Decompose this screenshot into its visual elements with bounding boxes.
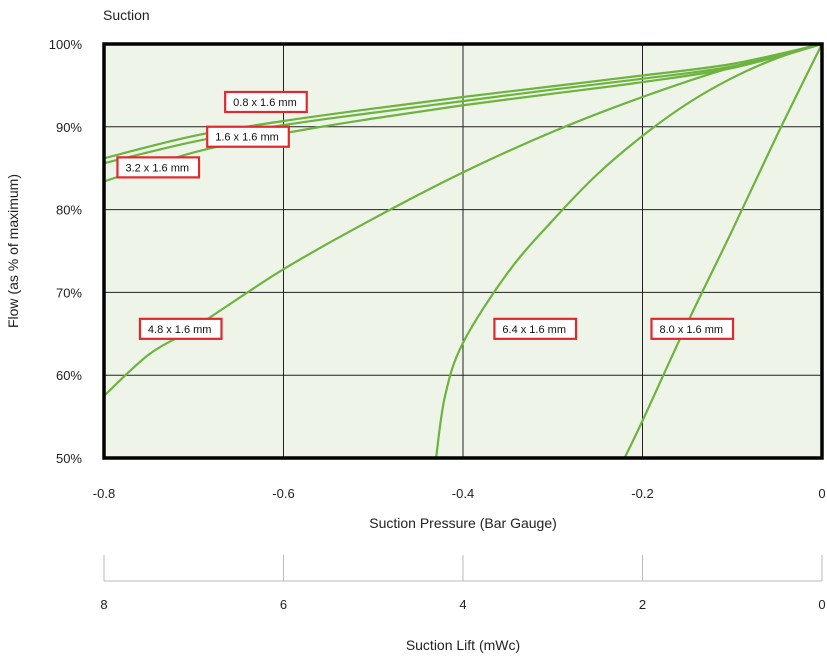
secondary-tick-label: 0 [818,597,825,612]
secondary-tick-label: 8 [100,597,107,612]
y-tick-label: 100% [49,37,83,52]
y-tick-label: 90% [56,120,82,135]
series-label-text: 0.8 x 1.6 mm [233,97,297,109]
series-label-text: 6.4 x 1.6 mm [502,324,566,336]
series-label-box [224,90,308,114]
series-line-6 [623,43,823,459]
series-label-text: 4.8 x 1.6 mm [148,324,212,336]
series-label-box [138,317,223,340]
series-label-box [116,156,201,179]
series-label-box [493,317,578,340]
series-label-box [206,125,290,148]
y-tick-label: 80% [56,203,82,218]
series-label-2: 1.6 x 1.6 mm [206,125,290,148]
secondary-axis-title: Suction Lift (mWc) [406,637,520,653]
series-label-6: 8.0 x 1.6 mm [650,317,735,340]
series-label-1: 0.8 x 1.6 mm [224,90,308,114]
plot-frame [102,42,824,460]
y-tick-labels: 100% 90% 80% 70% 60% 50% [49,37,83,466]
series-label-3: 3.2 x 1.6 mm [116,156,201,179]
series-label-box [650,317,735,340]
x-tick-label: 0 [818,486,825,501]
series-labels: 0.8 x 1.6 mm 1.6 x 1.6 mm 3.2 x 1.6 mm 4.8 … [116,90,735,340]
x-tick-label: -0.4 [452,486,474,501]
series-label-text: 8.0 x 1.6 mm [659,324,723,336]
x-tick-label: -0.6 [272,486,294,501]
y-tick-label: 60% [56,368,82,383]
series-label-5: 6.4 x 1.6 mm [493,317,578,340]
x-tick-label: -0.8 [93,486,115,501]
x-axis-title: Suction Pressure (Bar Gauge) [369,515,557,531]
y-axis-title: Flow (as % of maximum) [5,174,21,328]
x-tick-labels: -0.8 -0.6 -0.4 -0.2 0 [93,486,826,501]
x-tick-label: -0.2 [631,486,653,501]
series-label-text: 1.6 x 1.6 mm [215,132,279,144]
series-label-text: 3.2 x 1.6 mm [125,162,189,174]
secondary-tick-label: 6 [280,597,287,612]
y-tick-label: 70% [56,285,82,300]
series-line-5 [434,42,823,459]
secondary-tick-label: 4 [459,597,466,612]
series-label-4: 4.8 x 1.6 mm [138,317,223,340]
secondary-axis: 8 6 4 2 0 [100,555,826,612]
secondary-tick-label: 2 [639,597,646,612]
y-tick-label: 50% [56,451,82,466]
chart-title: Suction [103,7,150,23]
